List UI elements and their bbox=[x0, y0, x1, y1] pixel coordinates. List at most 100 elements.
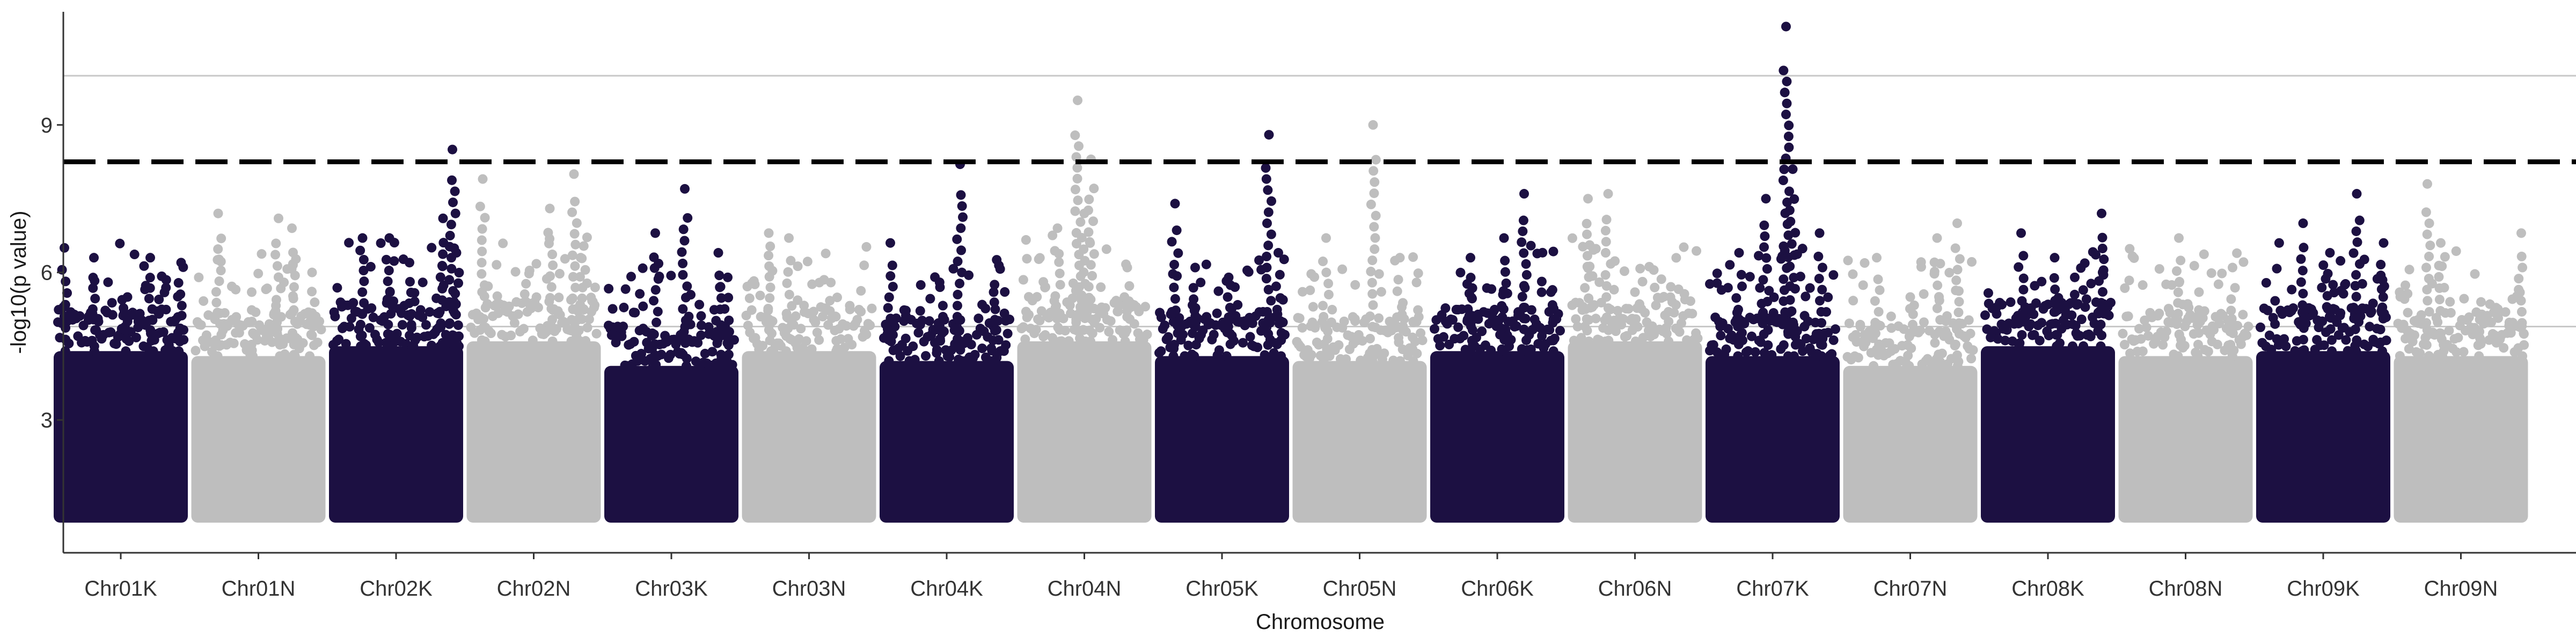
data-point-Chr06N bbox=[1661, 323, 1671, 333]
point-mass-Chr01N bbox=[191, 356, 326, 523]
data-point-Chr01K bbox=[147, 314, 157, 325]
data-point-Chr02N bbox=[543, 228, 553, 238]
data-point-Chr04K bbox=[991, 325, 1001, 335]
data-point-Chr04K bbox=[990, 280, 1000, 290]
peak-point-Chr05K bbox=[1264, 130, 1274, 140]
data-point-Chr05K bbox=[1167, 237, 1177, 247]
data-point-Chr03K bbox=[606, 330, 617, 340]
data-point-Chr08K bbox=[1993, 334, 2003, 344]
data-point-Chr01K bbox=[145, 325, 156, 335]
data-point-Chr02N bbox=[584, 314, 594, 324]
data-point-Chr05N bbox=[1341, 354, 1351, 364]
peak-point-Chr01K bbox=[170, 317, 179, 327]
data-point-Chr09N bbox=[2444, 326, 2454, 336]
data-point-Chr02N bbox=[498, 238, 508, 248]
data-point-Chr04N bbox=[1079, 302, 1089, 312]
data-point-Chr09K bbox=[2325, 324, 2336, 334]
point-mass-Chr05N bbox=[1292, 361, 1427, 523]
data-point-Chr04K bbox=[916, 280, 926, 290]
data-point-Chr06K bbox=[1548, 346, 1558, 356]
data-point-Chr04N bbox=[1073, 195, 1083, 206]
data-point-Chr03N bbox=[799, 301, 809, 311]
peak-point-Chr07K bbox=[1734, 248, 1744, 258]
data-point-Chr04N bbox=[1124, 281, 1135, 291]
data-point-Chr04N bbox=[1072, 173, 1082, 184]
peak-point-Chr05K bbox=[1224, 272, 1234, 282]
data-point-Chr05K bbox=[1172, 225, 1182, 236]
data-point-Chr01K bbox=[61, 334, 71, 345]
data-point-Chr04K bbox=[953, 289, 963, 299]
data-point-Chr05N bbox=[1318, 301, 1328, 311]
data-point-Chr09K bbox=[2272, 264, 2282, 274]
data-point-Chr01N bbox=[307, 287, 317, 297]
data-point-Chr08N bbox=[2207, 321, 2218, 331]
data-point-Chr09K bbox=[2256, 322, 2265, 332]
data-point-Chr09N bbox=[2451, 246, 2461, 256]
data-point-Chr09K bbox=[2376, 260, 2386, 270]
data-point-Chr09K bbox=[2341, 335, 2351, 345]
data-point-Chr04N bbox=[1134, 306, 1144, 317]
data-point-Chr03N bbox=[782, 312, 792, 323]
data-point-Chr02K bbox=[437, 283, 448, 294]
data-point-Chr05N bbox=[1323, 279, 1334, 289]
data-point-Chr04K bbox=[990, 304, 1000, 314]
data-point-Chr07K bbox=[1715, 321, 1725, 332]
data-point-Chr07N bbox=[1908, 309, 1918, 319]
data-point-Chr02N bbox=[500, 306, 510, 316]
data-point-Chr05K bbox=[1226, 304, 1236, 314]
data-point-Chr01N bbox=[298, 338, 308, 348]
peak-point-Chr05N bbox=[1368, 120, 1378, 130]
data-point-Chr02K bbox=[444, 319, 455, 329]
data-point-Chr03N bbox=[764, 251, 774, 261]
x-tick-label: Chr07K bbox=[1736, 577, 1809, 601]
data-point-Chr02K bbox=[450, 208, 460, 218]
data-point-Chr01N bbox=[305, 351, 315, 361]
data-point-Chr08K bbox=[2018, 273, 2029, 283]
data-point-Chr09N bbox=[2485, 299, 2495, 309]
data-point-Chr06K bbox=[1521, 335, 1532, 345]
data-point-Chr04K bbox=[925, 294, 935, 304]
data-point-Chr04N bbox=[1032, 292, 1042, 302]
data-point-Chr01K bbox=[131, 332, 141, 342]
data-point-Chr09N bbox=[2404, 265, 2414, 275]
data-point-Chr01N bbox=[290, 351, 300, 361]
data-point-Chr03K bbox=[712, 338, 722, 348]
data-point-Chr05N bbox=[1398, 298, 1408, 308]
data-point-Chr02K bbox=[397, 320, 407, 330]
data-point-Chr01N bbox=[257, 249, 267, 259]
data-point-Chr01N bbox=[231, 312, 241, 322]
data-point-Chr04K bbox=[917, 316, 927, 326]
data-point-Chr03K bbox=[666, 270, 676, 281]
data-point-Chr07N bbox=[1875, 285, 1885, 295]
data-point-Chr07K bbox=[1763, 340, 1773, 350]
data-point-Chr07N bbox=[1934, 292, 1944, 302]
data-point-Chr05N bbox=[1369, 222, 1379, 232]
point-mass-Chr09K bbox=[2256, 351, 2390, 523]
data-point-Chr07N bbox=[1929, 269, 1940, 279]
peak-point-Chr04K bbox=[885, 238, 895, 248]
peak-point-Chr09K bbox=[2379, 238, 2389, 248]
data-point-Chr06K bbox=[1459, 331, 1469, 341]
data-point-Chr09K bbox=[2281, 341, 2291, 352]
data-point-Chr03N bbox=[766, 346, 776, 356]
data-point-Chr05N bbox=[1413, 268, 1423, 279]
data-point-Chr09K bbox=[2354, 215, 2365, 225]
data-point-Chr05K bbox=[1279, 254, 1289, 265]
data-point-Chr08K bbox=[2050, 296, 2060, 306]
data-point-Chr08N bbox=[2238, 257, 2249, 267]
data-point-Chr02N bbox=[575, 336, 586, 346]
data-point-Chr03K bbox=[620, 284, 631, 294]
data-point-Chr02K bbox=[355, 319, 365, 330]
data-point-Chr03K bbox=[633, 356, 643, 366]
data-point-Chr01K bbox=[62, 288, 72, 298]
data-point-Chr06K bbox=[1517, 291, 1527, 302]
data-point-Chr04N bbox=[1098, 306, 1108, 317]
data-point-Chr08N bbox=[2193, 340, 2203, 350]
data-point-Chr01K bbox=[87, 335, 97, 346]
data-point-Chr06N bbox=[1600, 248, 1611, 258]
x-tick-label: Chr04N bbox=[1048, 577, 1122, 601]
data-point-Chr02K bbox=[451, 310, 461, 320]
data-point-Chr04K bbox=[915, 306, 925, 316]
data-point-Chr09N bbox=[2422, 229, 2432, 239]
data-point-Chr05N bbox=[1321, 267, 1331, 277]
